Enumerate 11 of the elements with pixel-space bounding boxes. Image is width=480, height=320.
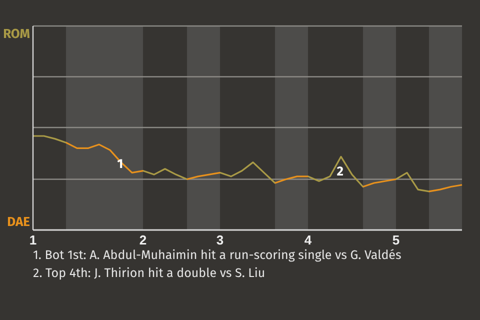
x-tick-label: 2 <box>139 232 147 248</box>
x-tick-label: 5 <box>392 232 400 248</box>
text: ROM <box>3 27 30 42</box>
annotation: 1 <box>117 157 124 172</box>
x-tick-label: 3 <box>216 232 224 248</box>
text: DAE <box>7 215 30 230</box>
annotation: 2 <box>336 164 344 180</box>
x-tick-label: 1 <box>29 232 37 248</box>
text: 1. Bot 1st: A. Abdul-Muhaimin hit a run-scoring single vs G. Valdés <box>33 248 402 263</box>
x-tick-label: 4 <box>304 232 312 248</box>
text: 2. Top 4th: J. Thirion hit a double vs S. Liu <box>33 266 266 281</box>
